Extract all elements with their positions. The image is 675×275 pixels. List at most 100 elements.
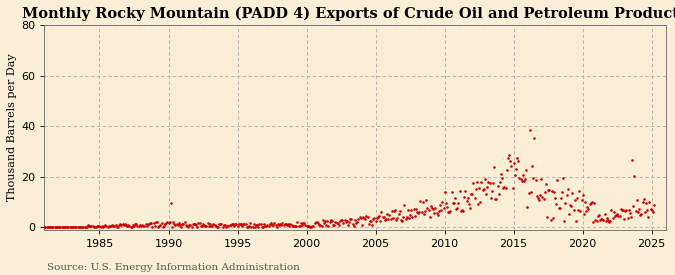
Point <box>53 225 63 229</box>
Point <box>620 209 630 213</box>
Point <box>425 204 436 208</box>
Point <box>541 215 552 219</box>
Point <box>184 222 194 227</box>
Point <box>595 218 605 222</box>
Point <box>304 224 315 229</box>
Point <box>198 222 209 226</box>
Point <box>208 222 219 226</box>
Point <box>130 222 140 227</box>
Point <box>268 223 279 227</box>
Point <box>450 195 460 200</box>
Point <box>327 222 338 227</box>
Point <box>564 212 574 216</box>
Point <box>113 222 124 227</box>
Point <box>148 221 159 225</box>
Point <box>291 224 302 229</box>
Point <box>559 218 570 223</box>
Point <box>469 196 480 200</box>
Point <box>526 164 537 168</box>
Point <box>250 225 261 229</box>
Point <box>144 221 155 226</box>
Point <box>76 224 86 229</box>
Point <box>502 168 512 173</box>
Point <box>74 225 84 229</box>
Point <box>51 225 61 229</box>
Point <box>180 220 190 225</box>
Point <box>332 221 343 225</box>
Point <box>331 221 342 225</box>
Point <box>247 224 258 229</box>
Point <box>444 210 455 214</box>
Point <box>459 194 470 199</box>
Point <box>182 224 192 228</box>
Point <box>172 222 183 227</box>
Point <box>65 225 76 229</box>
Point <box>40 225 51 229</box>
Point <box>569 198 580 203</box>
Point <box>256 224 267 229</box>
Point <box>433 212 443 217</box>
Point <box>55 225 65 229</box>
Point <box>267 223 277 227</box>
Point <box>429 211 439 216</box>
Point <box>265 221 276 225</box>
Point <box>510 167 521 172</box>
Point <box>454 189 465 193</box>
Point <box>629 174 640 178</box>
Point <box>49 225 60 229</box>
Point <box>102 225 113 229</box>
Point <box>301 224 312 228</box>
Point <box>352 220 362 224</box>
Point <box>537 195 548 199</box>
Point <box>500 186 511 190</box>
Point <box>565 203 576 208</box>
Point <box>497 176 508 180</box>
Point <box>123 223 134 227</box>
Point <box>592 213 603 218</box>
Point <box>300 223 310 227</box>
Point <box>98 225 109 229</box>
Point <box>466 192 477 197</box>
Point <box>619 217 630 222</box>
Point <box>350 218 360 222</box>
Point <box>250 222 261 227</box>
Point <box>48 225 59 229</box>
Point <box>322 219 333 223</box>
Point <box>205 222 215 227</box>
Point <box>92 224 103 229</box>
Point <box>257 225 268 229</box>
Point <box>338 221 349 225</box>
Point <box>216 221 227 226</box>
Point <box>263 224 274 228</box>
Point <box>79 225 90 229</box>
Point <box>627 157 638 162</box>
Point <box>568 207 579 212</box>
Point <box>422 206 433 210</box>
Point <box>325 218 336 222</box>
Point <box>436 208 447 213</box>
Point <box>109 224 120 228</box>
Point <box>316 224 327 228</box>
Point <box>495 180 506 185</box>
Point <box>39 225 50 229</box>
Point <box>45 225 55 229</box>
Point <box>132 224 143 228</box>
Point <box>453 201 464 205</box>
Point <box>526 190 537 194</box>
Point <box>234 221 244 226</box>
Point <box>451 207 462 212</box>
Point <box>283 222 294 226</box>
Point <box>276 223 287 227</box>
Point <box>572 208 583 212</box>
Point <box>206 223 217 228</box>
Point <box>533 196 543 200</box>
Point <box>518 173 529 177</box>
Point <box>193 221 204 225</box>
Point <box>524 128 535 132</box>
Point <box>43 225 53 229</box>
Point <box>348 224 359 228</box>
Point <box>54 225 65 229</box>
Point <box>113 225 124 229</box>
Point <box>279 222 290 227</box>
Point <box>178 222 189 226</box>
